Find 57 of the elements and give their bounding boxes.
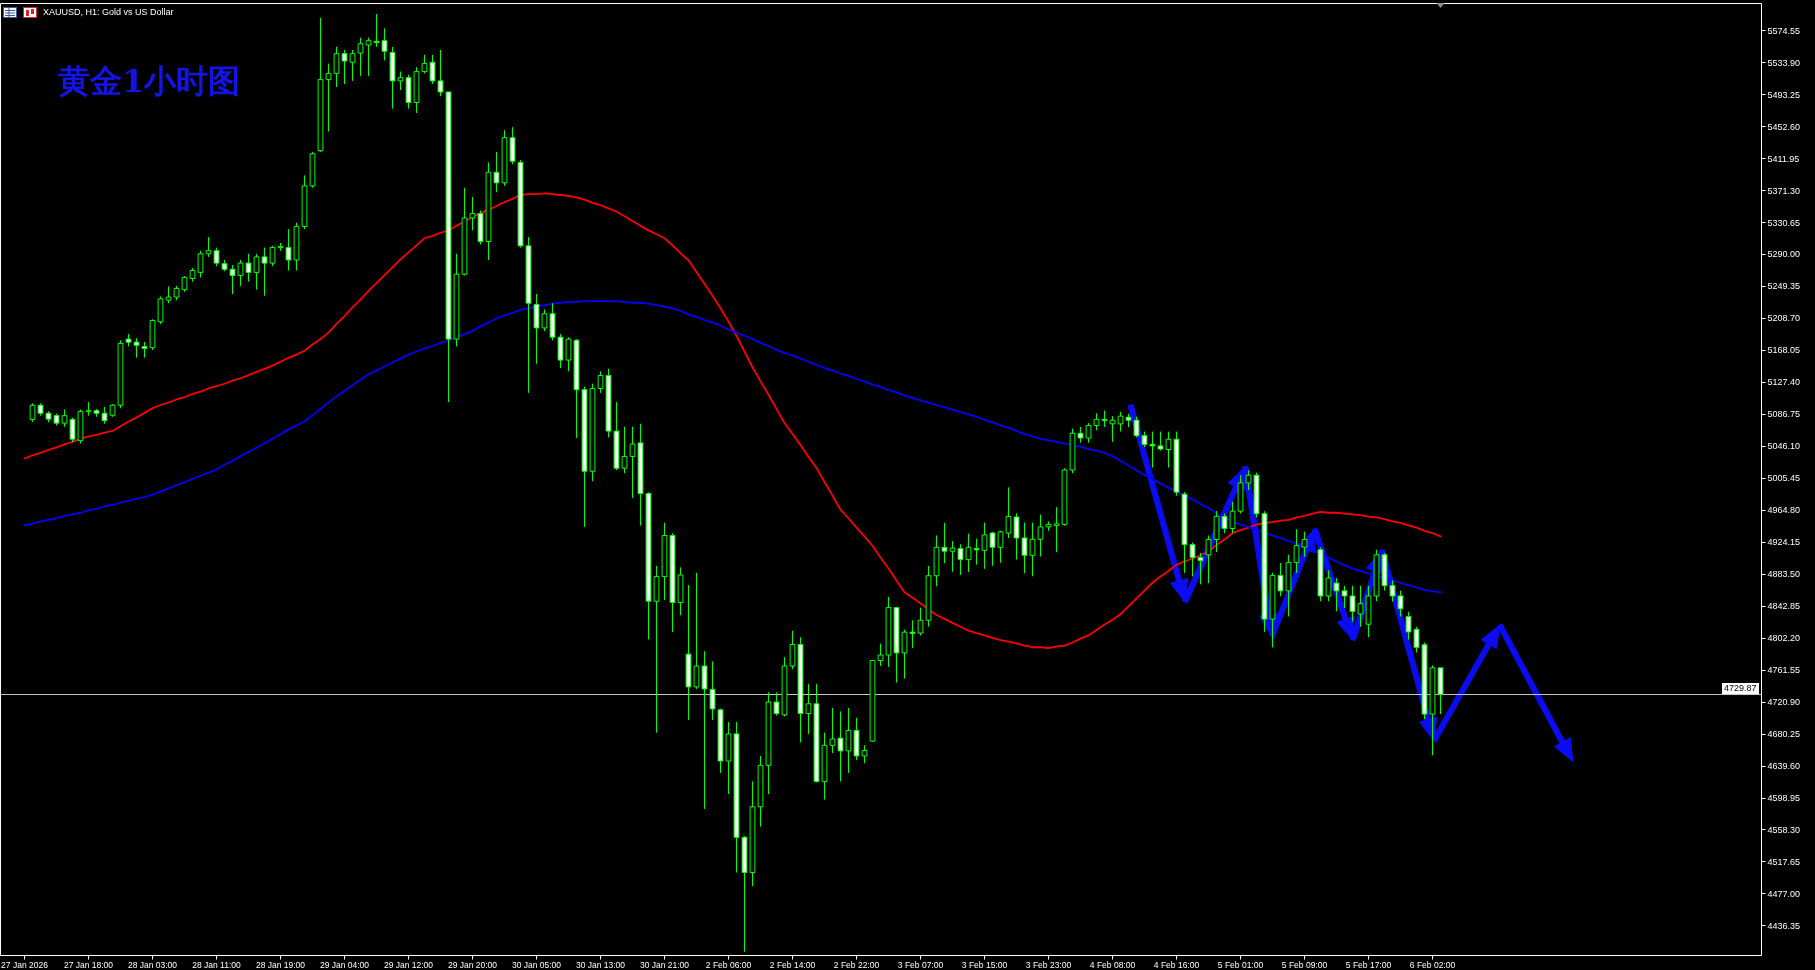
- y-tick-label: 4802.20: [1767, 633, 1801, 644]
- y-tick-label: 5574.55: [1767, 25, 1801, 36]
- x-tick-label: 4 Feb 16:00: [1153, 959, 1200, 970]
- x-tick-label: 27 Jan 2026: [1, 959, 49, 970]
- x-tick-label: 5 Feb 09:00: [1281, 959, 1328, 970]
- x-tick-label: 28 Jan 03:00: [127, 959, 178, 970]
- y-tick-label: 4436.35: [1767, 920, 1801, 931]
- line-series: [23, 300, 1442, 594]
- y-tick-label: 5493.25: [1767, 89, 1801, 100]
- x-tick-label: 28 Jan 11:00: [192, 959, 242, 970]
- y-tick-label: 4680.25: [1767, 729, 1801, 740]
- x-tick-label: 29 Jan 20:00: [447, 959, 498, 970]
- y-tick-label: 4598.95: [1767, 793, 1801, 803]
- y-tick-label: 4639.60: [1767, 761, 1801, 772]
- x-tick-label: 3 Feb 07:00: [897, 959, 944, 970]
- y-tick-label: 5249.35: [1767, 281, 1801, 292]
- x-tick-label: 5 Feb 17:00: [1345, 959, 1392, 970]
- y-tick-label: 4720.90: [1767, 697, 1801, 708]
- y-tick-label: 5127.40: [1767, 377, 1801, 388]
- y-tick-label: 5452.60: [1767, 121, 1801, 132]
- x-tick-label: 30 Jan 21:00: [639, 959, 690, 970]
- x-tick-label: 2 Feb 22:00: [833, 959, 880, 970]
- ref-line-label: 4729.87: [1722, 682, 1759, 694]
- y-tick-label: 4842.85: [1767, 601, 1801, 612]
- y-tick-label: 4883.50: [1767, 569, 1801, 580]
- y-tick-label: 5533.90: [1767, 57, 1801, 68]
- x-tick-label: 2 Feb 06:00: [705, 959, 752, 970]
- y-tick-label: 5168.05: [1767, 345, 1801, 356]
- x-tick-label: 6 Feb 02:00: [1409, 959, 1456, 970]
- x-tick-label: 5 Feb 01:00: [1217, 959, 1264, 970]
- x-tick-label: 30 Jan 05:00: [511, 959, 562, 970]
- x-tick-label: 27 Jan 18:00: [63, 959, 114, 970]
- line-series: [23, 192, 1442, 649]
- y-tick-label: 4517.65: [1767, 856, 1801, 867]
- y-tick-label: 5005.45: [1767, 473, 1801, 484]
- x-tick-label: 28 Jan 19:00: [255, 959, 306, 970]
- chart-title: XAUUSD, H1: Gold vs US Dollar: [43, 7, 174, 18]
- y-tick-label: 4964.80: [1767, 505, 1801, 516]
- x-tick-label: 29 Jan 04:00: [319, 959, 370, 970]
- y-tick-label: 5086.75: [1767, 409, 1801, 420]
- y-tick-label: 4477.00: [1767, 888, 1801, 899]
- y-tick-label: 5411.95: [1767, 153, 1800, 164]
- y-tick-label: 5046.10: [1767, 441, 1801, 452]
- y-tick-label: 5290.00: [1767, 249, 1801, 260]
- x-tick-label: 4 Feb 08:00: [1089, 959, 1136, 970]
- y-tick-label: 4558.30: [1767, 824, 1801, 835]
- x-tick-label: 29 Jan 12:00: [383, 959, 434, 970]
- y-tick-label: 5371.30: [1767, 185, 1801, 196]
- x-tick-label: 3 Feb 15:00: [961, 959, 1008, 970]
- y-tick-label: 4924.15: [1767, 537, 1801, 548]
- x-tick-label: 3 Feb 23:00: [1025, 959, 1072, 970]
- x-tick-label: 2 Feb 14:00: [769, 959, 816, 970]
- x-tick-label: 30 Jan 13:00: [575, 959, 626, 970]
- y-tick-label: 5208.70: [1767, 313, 1801, 324]
- y-tick-label: 4761.55: [1767, 665, 1801, 676]
- annotation: 黄金1小时图: [58, 62, 241, 100]
- y-tick-label: 5330.65: [1767, 217, 1801, 228]
